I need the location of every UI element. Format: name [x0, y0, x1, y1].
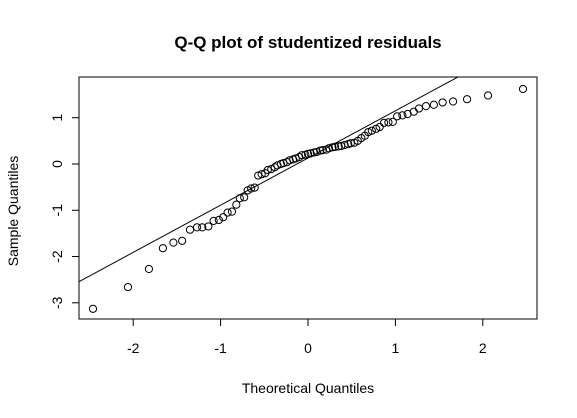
data-point [448, 97, 458, 106]
data-point [291, 154, 300, 163]
plot-frame [78, 76, 538, 320]
data-point [257, 170, 266, 179]
data-point [254, 171, 263, 180]
data-point [379, 118, 389, 127]
x-tick-label: 1 [392, 340, 400, 356]
data-point [346, 139, 355, 148]
data-point [247, 184, 256, 193]
data-point [263, 165, 272, 175]
x-tick-label: 0 [304, 340, 312, 356]
data-point [204, 222, 213, 231]
data-point [393, 112, 402, 121]
data-point [270, 163, 279, 172]
data-point [214, 215, 223, 225]
data-point [198, 223, 207, 232]
y-axis-label: Sample Quantiles [5, 156, 21, 267]
data-point [421, 102, 431, 111]
data-point [409, 107, 418, 116]
data-point [240, 193, 249, 202]
y-tick-label: -1 [49, 204, 65, 217]
data-point [438, 98, 447, 107]
data-point [340, 140, 349, 150]
data-point [235, 194, 244, 203]
x-axis: -2 -1 0 1 2 [127, 318, 487, 356]
data-point [192, 223, 202, 232]
data-point [429, 100, 438, 109]
chart-title: Q-Q plot of studentized residuals [174, 33, 441, 52]
x-tick-label: 2 [479, 340, 487, 356]
data-point [232, 200, 241, 209]
data-point [144, 264, 154, 274]
x-tick-label: -1 [214, 340, 227, 356]
y-axis: -3 -2 -1 0 1 [49, 114, 80, 309]
x-tick-label: -2 [127, 340, 140, 356]
data-point [414, 104, 424, 113]
data-point [169, 238, 178, 247]
data-point [306, 149, 315, 158]
data-point [285, 156, 294, 165]
data-point [324, 144, 334, 153]
data-point [223, 208, 232, 217]
data-point [330, 142, 340, 151]
data-point [209, 216, 218, 226]
reference-line-group [79, 77, 460, 283]
data-point [297, 151, 306, 160]
data-point [367, 126, 376, 135]
data-point [483, 91, 493, 100]
data-point [364, 127, 373, 137]
data-point [219, 213, 228, 222]
data-point [398, 111, 407, 120]
data-point [250, 183, 259, 192]
y-tick-label: 0 [49, 160, 65, 168]
y-tick-label: -3 [49, 296, 65, 309]
y-tick-label: 1 [49, 114, 65, 122]
data-point [158, 244, 168, 253]
data-points [88, 84, 528, 313]
data-point [178, 236, 187, 245]
data-point [185, 225, 195, 234]
reference-line [79, 77, 460, 283]
data-point [88, 304, 98, 313]
data-point [462, 95, 472, 104]
data-point [518, 84, 528, 94]
data-point [388, 117, 397, 126]
data-point [384, 118, 393, 127]
data-point [227, 207, 237, 216]
data-point [375, 122, 384, 132]
data-point [318, 146, 327, 155]
data-point [123, 282, 133, 292]
data-point [312, 147, 321, 157]
y-tick-label: -2 [49, 250, 65, 263]
x-axis-label: Theoretical Quantiles [242, 380, 374, 396]
